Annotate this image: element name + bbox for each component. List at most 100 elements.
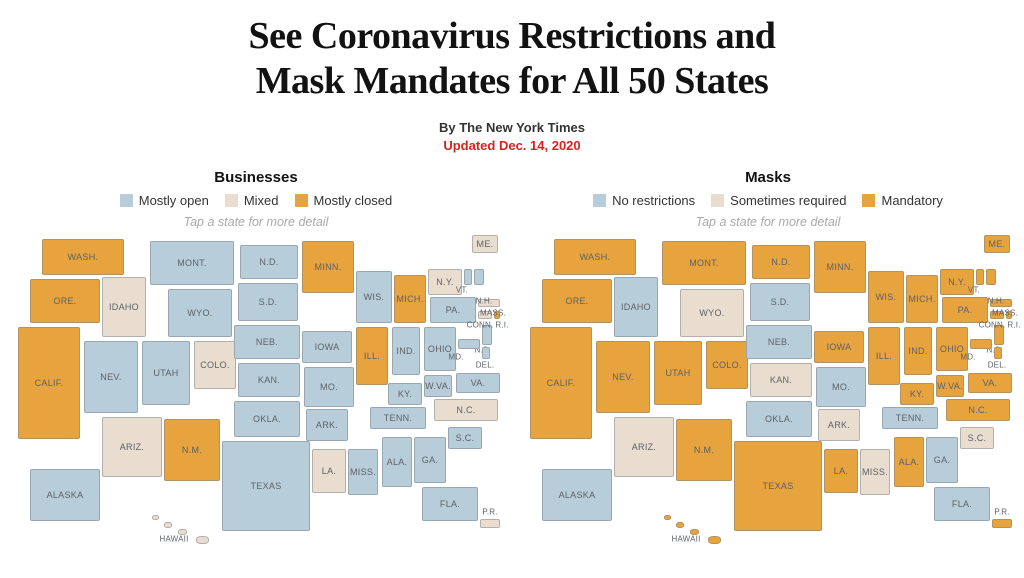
state-sc[interactable]: S.C. [960,426,994,449]
state-mi[interactable]: MICH. [906,274,938,323]
state-sc[interactable]: S.C. [448,426,482,449]
state-oh[interactable]: OHIO [936,326,968,371]
state-vt[interactable] [976,268,984,285]
state-ia[interactable]: IOWA [302,330,352,363]
state-ga[interactable]: GA. [926,436,958,483]
state-ga[interactable]: GA. [414,436,446,483]
state-or[interactable]: ORE. [30,278,100,323]
state-nv[interactable]: NEV. [84,340,138,413]
state-md[interactable] [970,338,992,349]
state-nj[interactable] [482,324,492,345]
state-id[interactable]: IDAHO [102,276,146,337]
state-ct[interactable] [478,310,492,319]
state-de[interactable] [994,346,1002,359]
state-hi-island[interactable] [664,514,671,520]
state-la[interactable]: LA. [312,448,346,493]
state-pr[interactable] [992,518,1012,528]
state-wy[interactable]: WYO. [680,288,744,337]
state-ut[interactable]: UTAH [142,340,190,405]
state-ms[interactable]: MISS. [860,448,890,495]
state-al[interactable]: ALA. [382,436,412,487]
state-va[interactable]: VA. [456,372,500,393]
state-ne[interactable]: NEB. [234,324,300,359]
state-wi[interactable]: WIS. [356,270,392,323]
state-ia[interactable]: IOWA [814,330,864,363]
state-wv[interactable]: W.VA. [936,374,964,397]
state-tx[interactable]: TEXAS [222,440,310,531]
state-la[interactable]: LA. [824,448,858,493]
state-pr[interactable] [480,518,500,528]
state-vt[interactable] [464,268,472,285]
state-nd[interactable]: N.D. [752,244,810,279]
state-sd[interactable]: S.D. [750,282,810,321]
state-co[interactable]: COLO. [706,340,748,389]
state-ks[interactable]: KAN. [238,362,300,397]
state-az[interactable]: ARIZ. [614,416,674,477]
state-wy[interactable]: WYO. [168,288,232,337]
state-ky[interactable]: KY. [388,382,422,405]
state-ak[interactable]: ALASKA [30,468,100,521]
state-fl[interactable]: FLA. [422,486,478,521]
state-ut[interactable]: UTAH [654,340,702,405]
state-nh[interactable] [986,268,996,285]
state-mt[interactable]: MONT. [662,240,746,285]
state-mo[interactable]: MO. [816,366,866,407]
state-ms[interactable]: MISS. [348,448,378,495]
state-nj[interactable] [994,324,1004,345]
state-nv[interactable]: NEV. [596,340,650,413]
state-fl[interactable]: FLA. [934,486,990,521]
state-hi-island[interactable] [164,521,172,528]
state-ri[interactable] [494,310,500,319]
state-az[interactable]: ARIZ. [102,416,162,477]
state-nc[interactable]: N.C. [434,398,498,421]
state-ks[interactable]: KAN. [750,362,812,397]
state-nm[interactable]: N.M. [676,418,732,481]
state-tn[interactable]: TENN. [370,406,426,429]
state-va[interactable]: VA. [968,372,1012,393]
state-tx[interactable]: TEXAS [734,440,822,531]
state-pa[interactable]: PA. [430,296,476,323]
state-ak[interactable]: ALASKA [542,468,612,521]
state-ne[interactable]: NEB. [746,324,812,359]
state-mi[interactable]: MICH. [394,274,426,323]
state-ca[interactable]: CALIF. [18,326,80,439]
state-wi[interactable]: WIS. [868,270,904,323]
state-nd[interactable]: N.D. [240,244,298,279]
state-mt[interactable]: MONT. [150,240,234,285]
state-ca[interactable]: CALIF. [530,326,592,439]
state-hi-island[interactable] [676,521,684,528]
state-me[interactable]: ME. [984,234,1010,253]
state-tn[interactable]: TENN. [882,406,938,429]
state-mn[interactable]: MINN. [814,240,866,293]
state-co[interactable]: COLO. [194,340,236,389]
state-nc[interactable]: N.C. [946,398,1010,421]
state-in[interactable]: IND. [392,326,420,375]
state-il[interactable]: ILL. [356,326,388,385]
state-id[interactable]: IDAHO [614,276,658,337]
state-hi-island[interactable] [690,528,699,535]
state-in[interactable]: IND. [904,326,932,375]
state-wa[interactable]: WASH. [42,238,124,275]
state-ok[interactable]: OKLA. [746,400,812,437]
state-nm[interactable]: N.M. [164,418,220,481]
state-me[interactable]: ME. [472,234,498,253]
state-md[interactable] [458,338,480,349]
state-mn[interactable]: MINN. [302,240,354,293]
state-or[interactable]: ORE. [542,278,612,323]
state-il[interactable]: ILL. [868,326,900,385]
state-mo[interactable]: MO. [304,366,354,407]
state-ma[interactable] [990,298,1012,307]
state-ky[interactable]: KY. [900,382,934,405]
state-al[interactable]: ALA. [894,436,924,487]
state-hi-island[interactable] [708,535,721,544]
state-ar[interactable]: ARK. [818,408,860,441]
state-wv[interactable]: W.VA. [424,374,452,397]
state-pa[interactable]: PA. [942,296,988,323]
state-oh[interactable]: OHIO [424,326,456,371]
state-ct[interactable] [990,310,1004,319]
state-ny[interactable]: N.Y. [940,268,974,295]
state-de[interactable] [482,346,490,359]
state-ar[interactable]: ARK. [306,408,348,441]
state-ok[interactable]: OKLA. [234,400,300,437]
state-ri[interactable] [1006,310,1012,319]
